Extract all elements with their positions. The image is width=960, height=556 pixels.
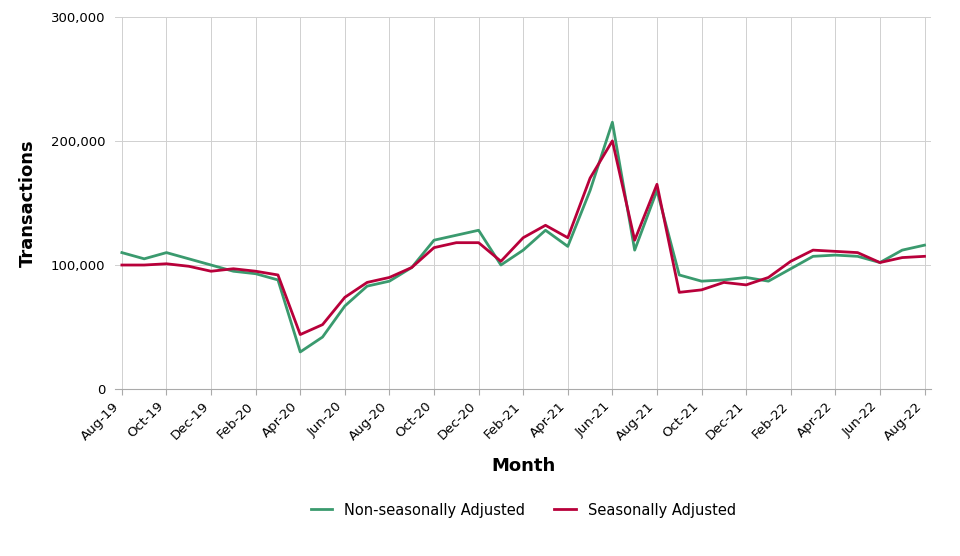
Non-seasonally Adjusted: [762, 278, 774, 285]
Non-seasonally Adjusted: [785, 265, 797, 272]
Non-seasonally Adjusted: [919, 242, 930, 249]
Non-seasonally Adjusted: [875, 259, 886, 266]
Non-seasonally Adjusted: [607, 119, 618, 126]
Seasonally Adjusted: [674, 289, 685, 296]
Seasonally Adjusted: [607, 137, 618, 144]
Seasonally Adjusted: [273, 272, 284, 279]
Line: Non-seasonally Adjusted: Non-seasonally Adjusted: [122, 122, 924, 352]
Non-seasonally Adjusted: [629, 247, 640, 254]
Non-seasonally Adjusted: [517, 247, 529, 254]
Seasonally Adjusted: [473, 239, 485, 246]
Seasonally Adjusted: [740, 281, 752, 288]
Non-seasonally Adjusted: [674, 272, 685, 279]
Seasonally Adjusted: [450, 239, 462, 246]
Seasonally Adjusted: [295, 331, 306, 338]
Seasonally Adjusted: [495, 258, 507, 265]
Non-seasonally Adjusted: [339, 302, 350, 309]
Non-seasonally Adjusted: [228, 268, 239, 275]
Line: Seasonally Adjusted: Seasonally Adjusted: [122, 141, 924, 335]
Seasonally Adjusted: [183, 263, 195, 270]
Non-seasonally Adjusted: [250, 270, 261, 277]
Seasonally Adjusted: [875, 259, 886, 266]
Seasonally Adjusted: [406, 264, 418, 271]
Non-seasonally Adjusted: [428, 237, 440, 244]
Non-seasonally Adjusted: [495, 262, 507, 269]
Seasonally Adjusted: [562, 235, 573, 241]
Seasonally Adjusted: [228, 265, 239, 272]
Non-seasonally Adjusted: [540, 227, 551, 234]
Seasonally Adjusted: [651, 181, 662, 188]
Seasonally Adjusted: [919, 253, 930, 260]
Seasonally Adjusted: [384, 274, 396, 281]
Non-seasonally Adjusted: [450, 232, 462, 239]
Seasonally Adjusted: [785, 258, 797, 265]
Non-seasonally Adjusted: [116, 249, 128, 256]
Non-seasonally Adjusted: [183, 255, 195, 262]
Non-seasonally Adjusted: [852, 253, 863, 260]
Non-seasonally Adjusted: [205, 262, 217, 269]
Non-seasonally Adjusted: [317, 334, 328, 340]
Non-seasonally Adjusted: [138, 255, 150, 262]
Seasonally Adjusted: [428, 244, 440, 251]
Seasonally Adjusted: [829, 248, 841, 255]
Seasonally Adjusted: [807, 247, 819, 254]
Seasonally Adjusted: [160, 260, 172, 267]
Seasonally Adjusted: [317, 321, 328, 328]
Seasonally Adjusted: [718, 279, 730, 286]
Non-seasonally Adjusted: [406, 264, 418, 271]
Seasonally Adjusted: [540, 222, 551, 229]
Seasonally Adjusted: [852, 249, 863, 256]
Seasonally Adjusted: [517, 235, 529, 241]
Seasonally Adjusted: [629, 237, 640, 244]
Non-seasonally Adjusted: [473, 227, 485, 234]
Non-seasonally Adjusted: [273, 276, 284, 283]
Non-seasonally Adjusted: [585, 187, 596, 194]
Non-seasonally Adjusted: [562, 243, 573, 250]
Seasonally Adjusted: [361, 279, 372, 286]
Non-seasonally Adjusted: [897, 247, 908, 254]
Non-seasonally Adjusted: [718, 276, 730, 283]
Non-seasonally Adjusted: [829, 252, 841, 259]
Non-seasonally Adjusted: [651, 187, 662, 194]
Seasonally Adjusted: [585, 175, 596, 181]
Seasonally Adjusted: [762, 274, 774, 281]
Seasonally Adjusted: [116, 262, 128, 269]
Y-axis label: Transactions: Transactions: [19, 139, 37, 267]
Non-seasonally Adjusted: [361, 283, 372, 290]
Seasonally Adjusted: [205, 268, 217, 275]
Legend: Non-seasonally Adjusted, Seasonally Adjusted: Non-seasonally Adjusted, Seasonally Adju…: [304, 497, 742, 523]
Seasonally Adjusted: [897, 254, 908, 261]
Seasonally Adjusted: [339, 294, 350, 301]
Non-seasonally Adjusted: [384, 278, 396, 285]
X-axis label: Month: Month: [492, 456, 555, 475]
Seasonally Adjusted: [138, 262, 150, 269]
Non-seasonally Adjusted: [807, 253, 819, 260]
Non-seasonally Adjusted: [160, 249, 172, 256]
Non-seasonally Adjusted: [295, 349, 306, 355]
Seasonally Adjusted: [696, 286, 708, 293]
Non-seasonally Adjusted: [740, 274, 752, 281]
Seasonally Adjusted: [250, 268, 261, 275]
Non-seasonally Adjusted: [696, 278, 708, 285]
